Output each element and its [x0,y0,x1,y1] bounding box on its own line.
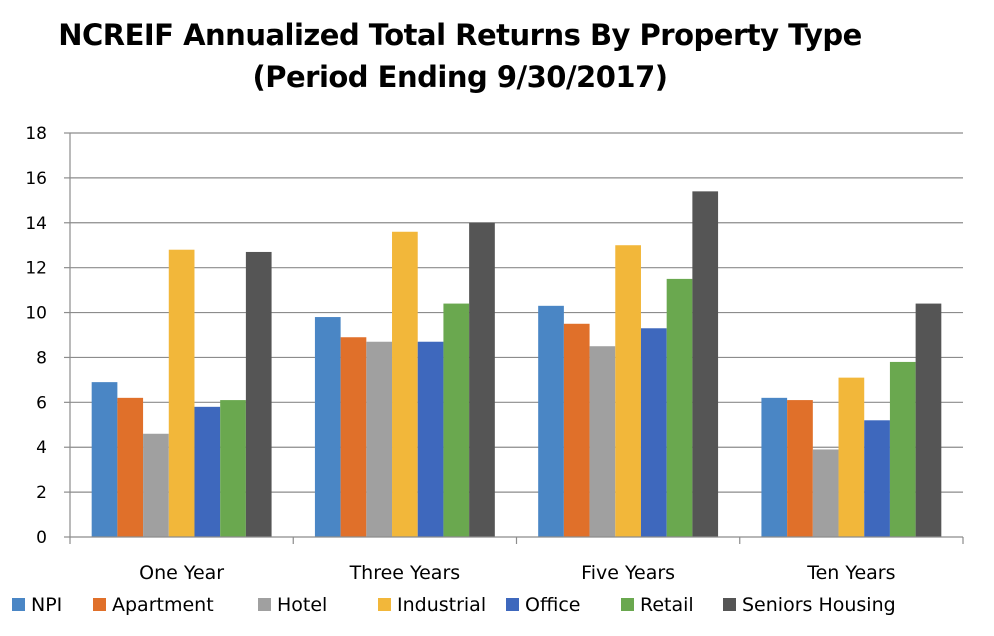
bar [889,361,916,537]
legend: NPI Apartment Hotel Industrial Office Retail S… [12,594,896,616]
bar [692,191,719,537]
bar [117,397,144,537]
legend-swatch [378,598,391,611]
chart-subtitle: (Period Ending 9/30/2017) [252,60,668,94]
legend-swatch [506,598,519,611]
legend-item: Seniors Housing [723,594,896,616]
legend-swatch [12,598,25,611]
bar [392,231,418,537]
bar [563,323,590,537]
bar [812,449,839,537]
legend-swatch [723,598,736,611]
bar [443,303,470,537]
legend-label: NPI [31,594,62,616]
legend-swatch [258,598,271,611]
bar [864,420,890,537]
bar [417,341,444,537]
bar [666,278,693,537]
bar [194,406,221,537]
bar [838,377,865,537]
chart-title-line1: NCREIF Annualized Total Returns By Prope… [58,18,862,52]
bar [761,397,788,537]
legend-swatch [621,598,634,611]
legend-label: Hotel [277,594,327,616]
legend-label: Apartment [112,594,214,616]
legend-label: Retail [640,594,694,616]
legend-item: Industrial [378,594,486,616]
bar [340,337,367,537]
bar [366,341,393,537]
y-tick-label: 18 [25,124,47,144]
legend-item: NPI [12,594,62,616]
bar [168,249,195,537]
y-tick-label: 0 [36,528,47,548]
chart-title: NCREIF Annualized Total Returns By Prope… [0,14,920,98]
axes: 0 2 4 6 8 10 12 14 16 18 One Year Three Years Five Y… [25,124,964,584]
legend-item: Apartment [93,594,214,616]
y-tick-label: 12 [25,259,47,279]
y-tick-label: 14 [25,214,47,234]
legend-label: Office [525,594,580,616]
bar [245,251,272,537]
y-tick-label: 16 [25,169,47,189]
bar [220,400,246,537]
legend-item: Office [506,594,580,616]
x-category-label: Three Years [349,562,461,584]
legend-item: Retail [621,594,694,616]
bar [589,346,616,537]
x-category-label: Five Years [581,562,675,584]
y-tick-label: 4 [36,438,47,458]
bar [640,328,667,537]
x-category-label: Ten Years [806,562,895,584]
bar [91,382,118,537]
bar [615,245,641,537]
bar [143,433,169,537]
legend-label: Seniors Housing [742,594,896,616]
bars [91,191,942,537]
legend-item: Hotel [258,594,327,616]
bar [538,305,564,537]
bar [469,222,495,537]
bar [787,400,813,537]
y-tick-label: 10 [25,304,47,324]
legend-label: Industrial [397,594,486,616]
y-tick-label: 2 [36,483,47,503]
gridlines [70,132,963,493]
y-tick-label: 8 [36,348,47,368]
legend-swatch [93,598,106,611]
bar [915,303,942,537]
x-category-label: One Year [139,562,224,584]
bar [314,317,341,537]
y-tick-label: 6 [36,393,47,413]
